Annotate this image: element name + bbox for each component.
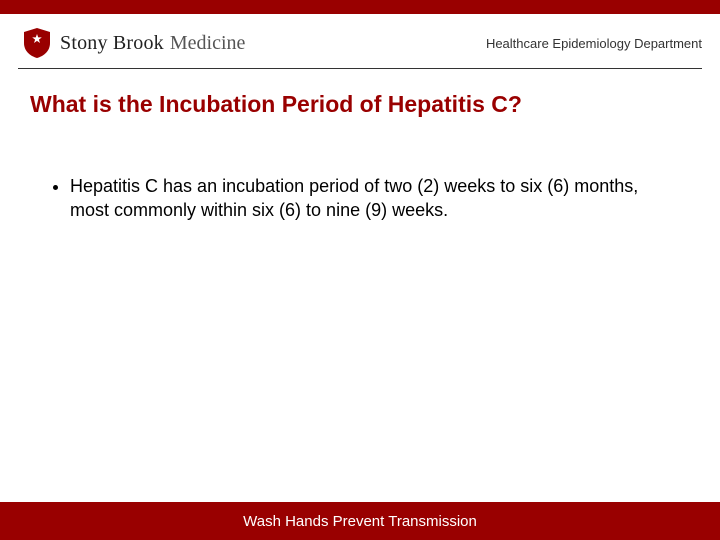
slide-title: What is the Incubation Period of Hepatit… [0, 69, 720, 118]
list-item: Hepatitis C has an incubation period of … [70, 174, 672, 223]
header: Stony Brook Medicine Healthcare Epidemio… [0, 14, 720, 68]
shield-icon [24, 28, 50, 58]
department-label: Healthcare Epidemiology Department [486, 36, 702, 51]
brand-name: Stony Brook [60, 32, 164, 55]
footer-text: Wash Hands Prevent Transmission [243, 513, 477, 530]
brand-sub: Medicine [170, 32, 246, 55]
footer-bar: Wash Hands Prevent Transmission [0, 502, 720, 540]
slide-content: Hepatitis C has an incubation period of … [0, 118, 720, 223]
top-accent-bar [0, 0, 720, 14]
brand-text: Stony Brook Medicine [60, 32, 245, 55]
logo-block: Stony Brook Medicine [24, 28, 245, 58]
bullet-list: Hepatitis C has an incubation period of … [48, 174, 672, 223]
